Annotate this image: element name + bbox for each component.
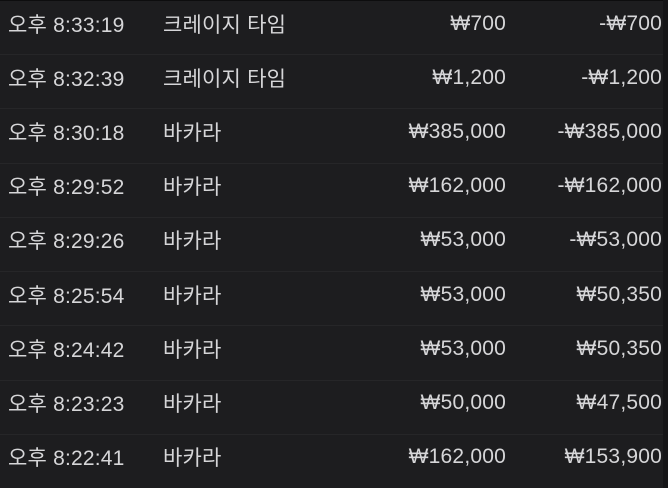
game-name-cell: 바카라 — [163, 122, 222, 146]
bet-amount-cell: ₩53,000 — [420, 336, 506, 360]
game-name-cell: 바카라 — [163, 176, 222, 200]
result-amount-cell: -₩385,000 — [557, 120, 662, 144]
result-amount-cell: ₩153,900 — [564, 445, 662, 469]
time-cell: 오후 8:22:41 — [8, 447, 125, 471]
game-name-cell: 크레이지 타임 — [163, 67, 287, 91]
time-cell: 오후 8:23:23 — [8, 393, 125, 417]
time-cell: 오후 8:33:19 — [8, 13, 125, 37]
time-cell: 오후 8:29:26 — [8, 230, 125, 254]
game-name-cell: 바카라 — [163, 393, 222, 417]
table-row[interactable]: 오후 8:32:39 크레이지 타임 ₩1,200 -₩1,200 — [0, 54, 668, 108]
bet-amount-cell: ₩162,000 — [408, 445, 506, 469]
game-name-cell: 크레이지 타임 — [163, 13, 287, 37]
table-row[interactable]: 오후 8:33:19 크레이지 타임 ₩700 -₩700 — [0, 1, 668, 54]
bet-amount-cell: ₩162,000 — [408, 174, 506, 198]
time-cell: 오후 8:24:42 — [8, 338, 125, 362]
bet-amount-cell: ₩53,000 — [420, 282, 506, 306]
table-row[interactable]: 오후 8:29:26 바카라 ₩53,000 -₩53,000 — [0, 216, 668, 271]
result-amount-cell: -₩162,000 — [557, 174, 662, 198]
time-cell: 오후 8:32:39 — [8, 67, 125, 91]
table-row[interactable]: 오후 8:30:18 바카라 ₩385,000 -₩385,000 — [0, 108, 668, 162]
time-cell: 오후 8:25:54 — [8, 284, 125, 308]
table-row[interactable]: 오후 8:24:42 바카라 ₩53,000 ₩50,350 — [0, 325, 668, 379]
result-amount-cell: ₩47,500 — [576, 391, 662, 415]
result-amount-cell: -₩53,000 — [569, 228, 662, 252]
result-amount-cell: ₩50,350 — [576, 336, 662, 360]
table-row[interactable]: 오후 8:23:23 바카라 ₩50,000 ₩47,500 — [0, 379, 668, 434]
scrollbar-track[interactable] — [663, 0, 668, 488]
game-name-cell: 바카라 — [163, 284, 222, 308]
bet-amount-cell: ₩1,200 — [432, 65, 506, 89]
game-name-cell: 바카라 — [163, 338, 222, 362]
result-amount-cell: -₩1,200 — [581, 65, 662, 89]
bet-amount-cell: ₩385,000 — [408, 120, 506, 144]
table-row[interactable]: 오후 8:22:41 바카라 ₩162,000 ₩153,900 — [0, 433, 668, 488]
table-row[interactable]: 오후 8:29:52 바카라 ₩162,000 -₩162,000 — [0, 162, 668, 217]
result-amount-cell: -₩700 — [599, 11, 662, 35]
bet-amount-cell: ₩50,000 — [420, 391, 506, 415]
bet-amount-cell: ₩700 — [450, 11, 506, 35]
result-amount-cell: ₩50,350 — [576, 282, 662, 306]
time-cell: 오후 8:29:52 — [8, 176, 125, 200]
bet-amount-cell: ₩53,000 — [420, 228, 506, 252]
table-row[interactable]: 오후 8:25:54 바카라 ₩53,000 ₩50,350 — [0, 271, 668, 325]
game-name-cell: 바카라 — [163, 230, 222, 254]
game-name-cell: 바카라 — [163, 447, 222, 471]
time-cell: 오후 8:30:18 — [8, 122, 125, 146]
